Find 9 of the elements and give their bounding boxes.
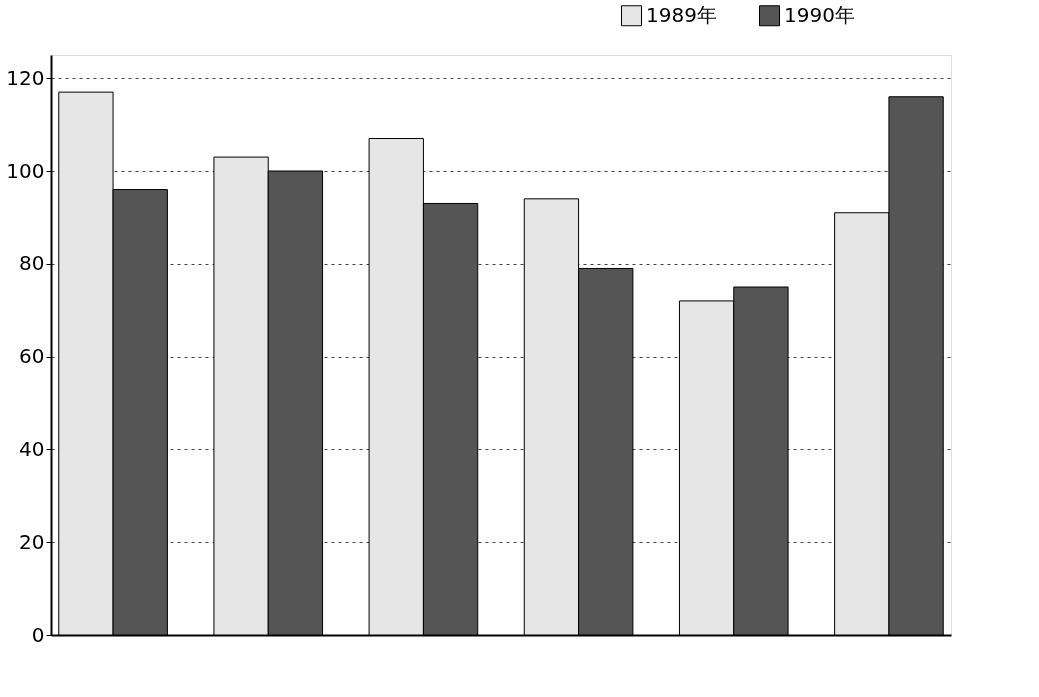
y-tick-label: 120 (6, 65, 45, 90)
y-tick-label: 60 (19, 344, 45, 369)
y-tick-label: 40 (19, 436, 45, 461)
y-tick-label: 0 (31, 622, 45, 647)
y-tick-label: 20 (19, 529, 45, 554)
legend-label: 1989年 (646, 2, 717, 27)
y-tick-label: 100 (6, 158, 45, 183)
y-tick-label: 80 (19, 251, 45, 276)
legend-label: 1990年 (784, 2, 855, 27)
